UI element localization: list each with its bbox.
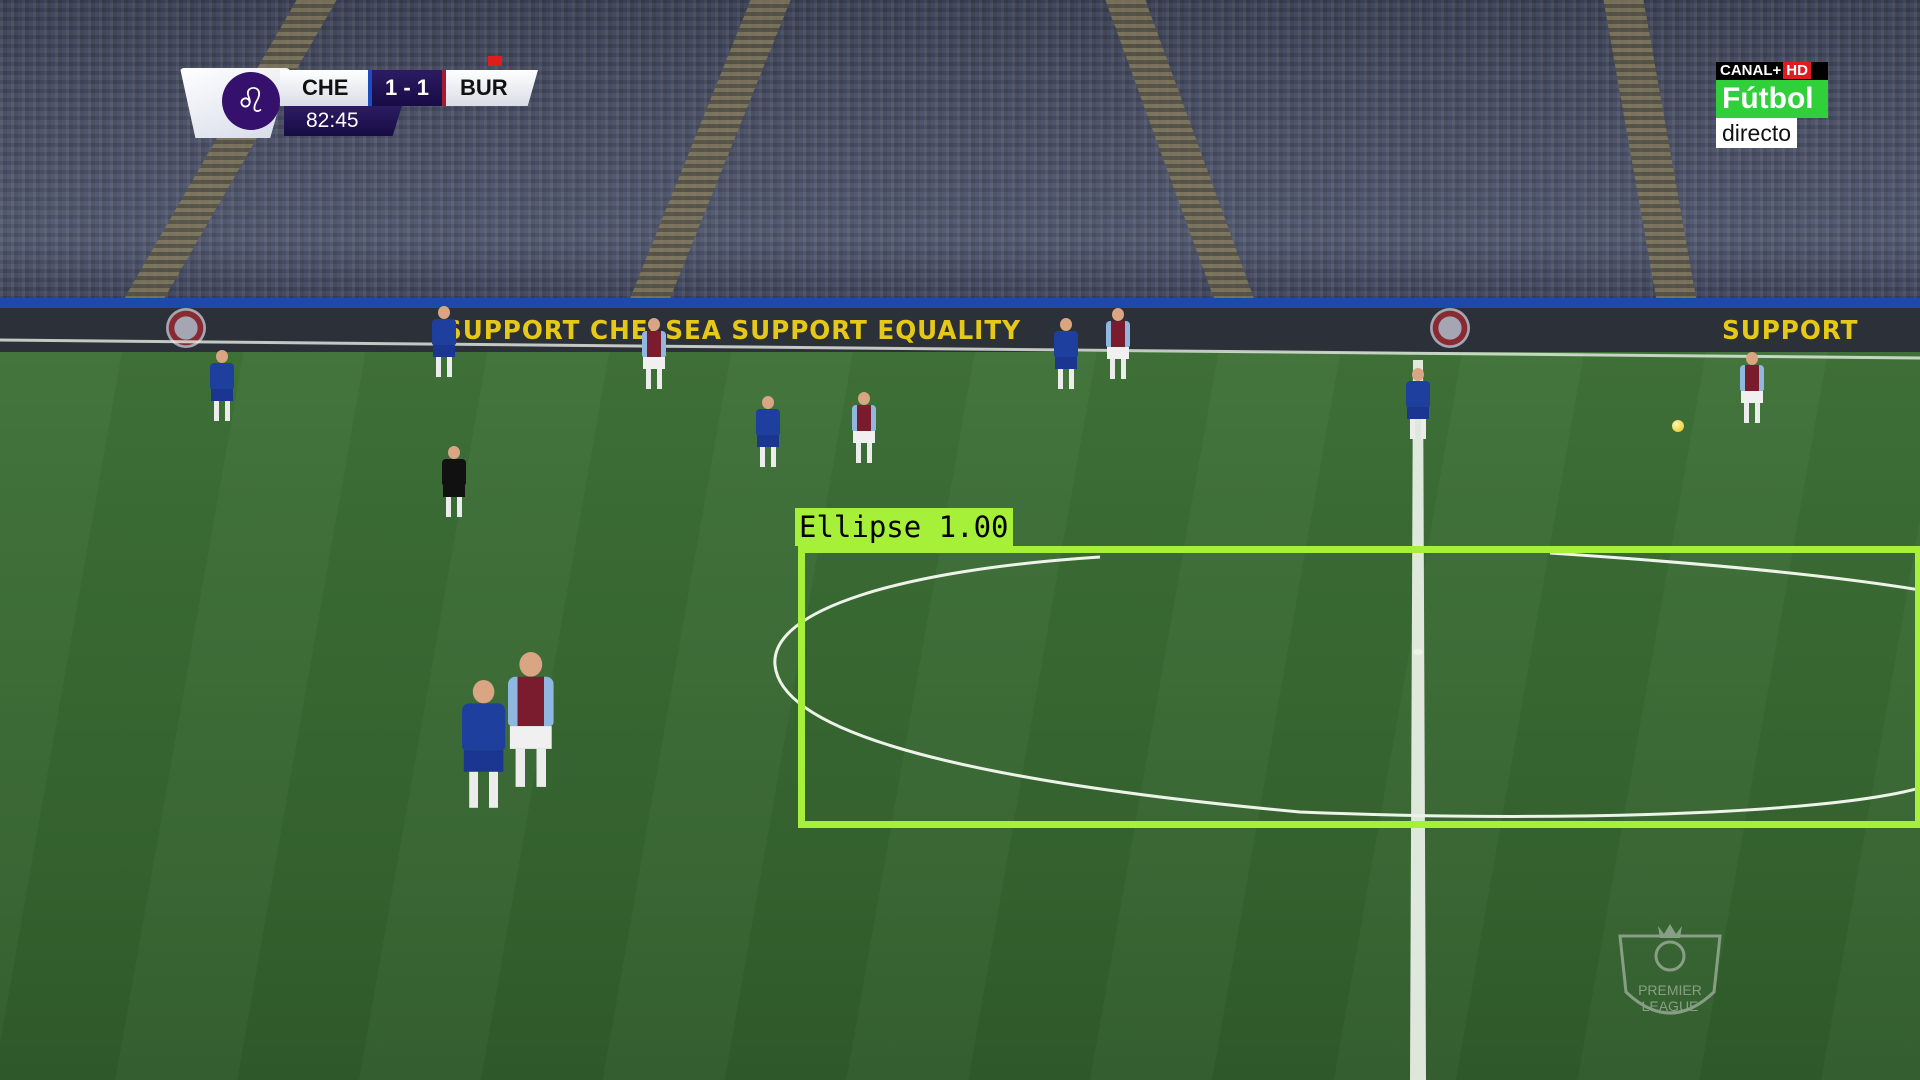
clock-panel	[284, 106, 402, 136]
football-ball	[1672, 420, 1684, 432]
detection-bounding-box	[798, 546, 1920, 828]
ad-board-text: SUPPORT	[1722, 316, 1859, 346]
player-chelsea	[756, 396, 780, 467]
broadcaster-logo: CANAL+ HD Fútbol directo	[1716, 62, 1828, 148]
player-chelsea	[1406, 368, 1430, 439]
away-team-code: BUR	[460, 75, 508, 100]
broadcaster-brand-name: CANAL+	[1720, 62, 1782, 79]
player-chelsea	[462, 680, 506, 808]
player-burnley	[508, 652, 554, 787]
match-score: 1 - 1	[384, 75, 430, 100]
match-clock: 82:45	[306, 109, 359, 132]
centre-circle	[773, 555, 1920, 818]
ad-board-text: SUPPORT CHELSEA SUPPORT EQUALITY	[444, 316, 1021, 346]
live-status: directo	[1716, 118, 1798, 148]
centre-spot	[1413, 649, 1423, 655]
player-burnley	[1740, 352, 1764, 423]
player-chelsea	[432, 306, 456, 377]
player-chelsea	[210, 350, 234, 421]
player-burnley	[642, 318, 666, 389]
home-team-code: CHE	[302, 75, 349, 100]
referee	[442, 446, 466, 517]
red-card-icon	[488, 56, 502, 66]
club-crest-icon	[1430, 308, 1470, 348]
detection-label: Ellipse 1.00	[795, 508, 1013, 546]
player-burnley	[1106, 308, 1130, 379]
channel-name: Fútbol	[1716, 80, 1828, 118]
premier-league-lion-icon	[1618, 924, 1722, 1015]
premier-league-lion-icon: ♌	[222, 72, 280, 130]
centre-circle-arc	[1549, 551, 1920, 592]
stadium-stands	[0, 0, 1920, 300]
broadcaster-brand: CANAL+ HD	[1716, 62, 1828, 80]
player-chelsea	[1054, 318, 1078, 389]
premier-league-watermark: PREMIER LEAGUE	[1614, 922, 1726, 1030]
player-burnley	[852, 392, 876, 463]
football-pitch	[0, 352, 1920, 1080]
advertising-board	[0, 298, 1920, 354]
score-box: 1 - 1	[368, 70, 446, 106]
halfway-line	[1410, 360, 1426, 1080]
watermark-text: PREMIER LEAGUE	[1638, 982, 1702, 1014]
hd-badge: HD	[1783, 62, 1811, 79]
scoreboard: ♌ CHE 1 - 1 BUR 82:45	[180, 56, 540, 140]
touchline	[0, 338, 1920, 360]
